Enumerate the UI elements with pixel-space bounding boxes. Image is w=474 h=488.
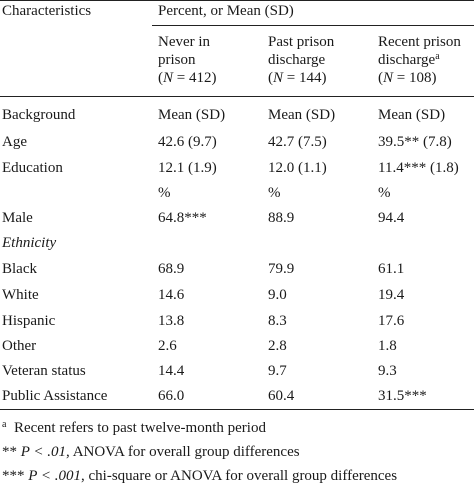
row-label: Hispanic	[2, 313, 56, 329]
cell: 12.0 (1.1)	[268, 160, 327, 176]
cell: 2.8	[268, 338, 287, 354]
row-label: Ethnicity	[2, 235, 57, 251]
cell: 1.8	[378, 338, 397, 354]
cell: 9.3	[378, 363, 397, 379]
col3-header-line2: discharge	[268, 52, 326, 68]
row-label: Other	[2, 338, 37, 354]
row-label: White	[2, 287, 39, 303]
footnote-two-star-p: P < .01	[20, 444, 67, 460]
cell: 42.7 (7.5)	[268, 134, 327, 150]
row-label: Black	[2, 261, 37, 277]
row-label: Public Assistance	[2, 388, 108, 404]
row-label: Age	[2, 134, 27, 150]
cell: 39.5** (7.8)	[378, 134, 452, 150]
footnote-a: a Recent refers to past twelve-month per…	[2, 419, 266, 437]
col2-header-line1: Never in	[158, 34, 211, 50]
table-top-rule	[0, 0, 474, 1]
col2-header-line3: (N = 412)	[158, 70, 217, 86]
footnote-three-star: *** P < .001, chi-square or ANOVA for ov…	[2, 468, 398, 484]
col4-header-line3: (N = 108)	[378, 70, 437, 86]
cell: 14.4	[158, 363, 185, 379]
cell: Mean (SD)	[158, 107, 226, 123]
row-label: Male	[2, 210, 33, 226]
cell: 42.6 (9.7)	[158, 134, 217, 150]
footnote-a-mark: a	[2, 419, 7, 430]
col2-header-line2: prison	[158, 52, 196, 68]
cell: %	[378, 185, 391, 201]
header-bottom-rule	[0, 96, 474, 97]
cell: 88.9	[268, 210, 295, 226]
cell: %	[158, 185, 171, 201]
cell: 9.0	[268, 287, 287, 303]
cell: 31.5***	[378, 388, 427, 404]
footnote-two-star: ** P < .01, ANOVA for overall group diff…	[2, 444, 300, 460]
cell: 12.1 (1.9)	[158, 160, 217, 176]
row-label: Background	[2, 107, 76, 123]
cell: 61.1	[378, 261, 405, 277]
col3-header-line3: (N = 144)	[268, 70, 327, 86]
footnote-a-text: Recent refers to past twelve-month perio…	[13, 420, 266, 436]
cell: 17.6	[378, 313, 405, 329]
cell: 19.4	[378, 287, 405, 303]
cell: 68.9	[158, 261, 185, 277]
cell: 8.3	[268, 313, 287, 329]
column-group-header: Percent, or Mean (SD)	[158, 3, 294, 19]
cell: 94.4	[378, 210, 405, 226]
cell: 60.4	[268, 388, 295, 404]
footnote-a-marker: a	[435, 51, 440, 62]
row-label: Education	[2, 160, 63, 176]
cell: 13.8	[158, 313, 185, 329]
table-bottom-rule	[0, 409, 474, 410]
row-label: Veteran status	[2, 363, 86, 379]
cell: 11.4*** (1.8)	[378, 160, 459, 176]
column-header-characteristics: Characteristics	[2, 3, 92, 19]
col4-header-line2: dischargea	[378, 51, 440, 69]
cell: 66.0	[158, 388, 185, 404]
col3-header-line1: Past prison	[268, 34, 335, 50]
cell: Mean (SD)	[268, 107, 336, 123]
cell: 9.7	[268, 363, 287, 379]
cell: Mean (SD)	[378, 107, 446, 123]
col4-header-line1: Recent prison	[378, 34, 461, 50]
cell: %	[268, 185, 281, 201]
cell: 2.6	[158, 338, 177, 354]
footnote-three-star-p: P < .001	[28, 468, 82, 484]
cell: 14.6	[158, 287, 185, 303]
group-header-rule	[152, 25, 474, 26]
cell: 64.8***	[158, 210, 207, 226]
cell: 79.9	[268, 261, 295, 277]
